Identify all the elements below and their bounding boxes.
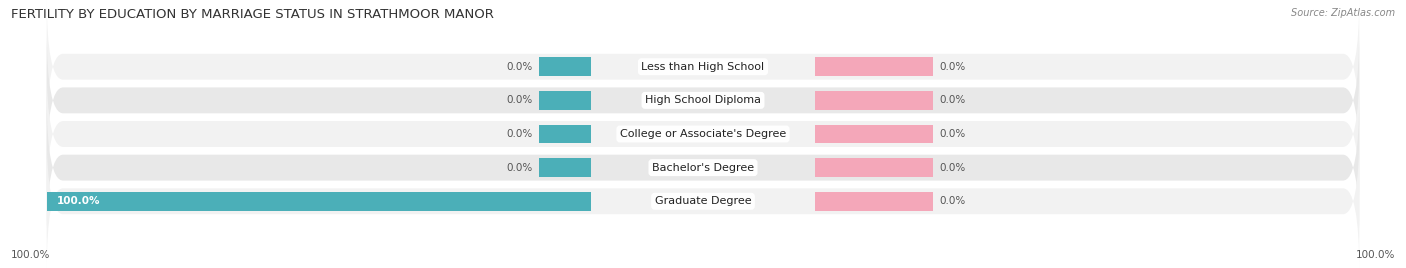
Text: 0.0%: 0.0% bbox=[939, 95, 966, 105]
Text: 100.0%: 100.0% bbox=[1355, 250, 1395, 260]
Text: College or Associate's Degree: College or Associate's Degree bbox=[620, 129, 786, 139]
Bar bbox=[538, 158, 592, 177]
Bar bbox=[814, 158, 932, 177]
Text: Bachelor's Degree: Bachelor's Degree bbox=[652, 163, 754, 173]
FancyBboxPatch shape bbox=[46, 29, 1360, 172]
Text: 0.0%: 0.0% bbox=[506, 163, 533, 173]
Bar bbox=[814, 91, 932, 110]
Bar bbox=[814, 125, 932, 143]
Text: FERTILITY BY EDUCATION BY MARRIAGE STATUS IN STRATHMOOR MANOR: FERTILITY BY EDUCATION BY MARRIAGE STATU… bbox=[11, 8, 494, 21]
FancyBboxPatch shape bbox=[46, 63, 1360, 205]
Bar bbox=[814, 192, 932, 210]
Bar bbox=[538, 125, 592, 143]
Text: 100.0%: 100.0% bbox=[56, 196, 100, 206]
Text: 0.0%: 0.0% bbox=[939, 62, 966, 72]
FancyBboxPatch shape bbox=[46, 0, 1360, 138]
Bar bbox=[538, 91, 592, 110]
Text: 0.0%: 0.0% bbox=[939, 196, 966, 206]
Text: High School Diploma: High School Diploma bbox=[645, 95, 761, 105]
Text: Graduate Degree: Graduate Degree bbox=[655, 196, 751, 206]
FancyBboxPatch shape bbox=[46, 96, 1360, 239]
Text: Less than High School: Less than High School bbox=[641, 62, 765, 72]
Text: 100.0%: 100.0% bbox=[11, 250, 51, 260]
Bar bbox=[538, 58, 592, 76]
FancyBboxPatch shape bbox=[46, 130, 1360, 268]
Text: 0.0%: 0.0% bbox=[506, 129, 533, 139]
Bar bbox=[46, 192, 592, 210]
Text: 0.0%: 0.0% bbox=[506, 62, 533, 72]
Bar bbox=[814, 58, 932, 76]
Text: Source: ZipAtlas.com: Source: ZipAtlas.com bbox=[1291, 8, 1395, 18]
Text: 0.0%: 0.0% bbox=[506, 95, 533, 105]
Text: 0.0%: 0.0% bbox=[939, 129, 966, 139]
Text: 0.0%: 0.0% bbox=[939, 163, 966, 173]
